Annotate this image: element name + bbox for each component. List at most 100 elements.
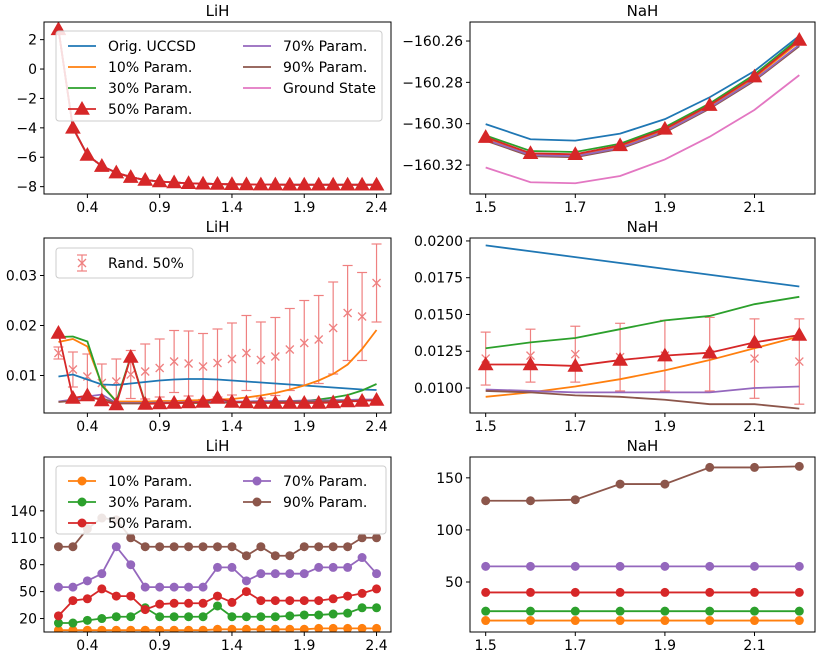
data-point-p50 [612, 137, 628, 152]
x-tick-label: 1.9 [293, 638, 315, 654]
axes-frame [43, 21, 392, 195]
x-tick-label: 1.9 [293, 419, 315, 435]
data-point-p50 [325, 176, 342, 191]
errorbar-mean-point [750, 354, 759, 364]
data-point-p50 [122, 169, 139, 183]
errorbar-mean-point [53, 348, 63, 358]
data-point-p30 [660, 606, 670, 616]
data-point-p70 [357, 553, 367, 563]
data-point-p90 [615, 479, 625, 489]
data-point-p50 [137, 172, 154, 186]
data-point-p10 [314, 623, 324, 632]
data-point-p30 [241, 612, 251, 622]
data-point-p50 [209, 389, 226, 404]
plot-area [53, 513, 382, 632]
y-tick-label: −160.28 [402, 75, 463, 91]
data-point-p30 [97, 614, 107, 624]
errorbar-mean-point [570, 349, 580, 359]
errorbar-mean-point [126, 370, 136, 379]
x-tick-label: 2.4 [365, 419, 387, 435]
legend-label: 50% Param. [108, 102, 192, 118]
data-point-p90 [372, 533, 382, 543]
legend-swatch-marker [252, 476, 262, 486]
series-line-p90 [485, 390, 800, 410]
x-tick-label: 1.7 [564, 638, 586, 654]
data-point-p50 [267, 176, 284, 191]
data-point-p50 [794, 587, 804, 597]
data-point-p70 [82, 576, 92, 586]
errorbar-mean-point [285, 345, 295, 354]
data-point-p50 [241, 587, 251, 597]
data-point-p90 [481, 496, 491, 506]
data-point-p50 [180, 394, 197, 409]
legend-item: 30% Param. [68, 81, 192, 97]
legend-item: 50% Param. [68, 516, 192, 532]
series-line-p50 [485, 39, 800, 156]
data-point-p90 [270, 551, 280, 561]
data-point-p90 [155, 542, 165, 552]
series-line-p70 [485, 385, 800, 394]
data-point-p50 [93, 158, 110, 172]
data-point-p50 [701, 97, 718, 111]
data-point-p10 [155, 625, 165, 632]
data-point-p30 [314, 610, 324, 620]
data-point-p30 [270, 612, 280, 622]
series-line-p50 [485, 334, 800, 367]
data-point-p50 [166, 394, 182, 409]
x-tick-label: 1.5 [475, 419, 497, 435]
series-p50 [477, 327, 808, 372]
y-tick-label: −6 [16, 150, 37, 166]
data-point-p10 [372, 623, 382, 632]
data-point-p70 [241, 576, 251, 586]
data-point-p50 [68, 596, 78, 606]
data-point-p10 [256, 624, 266, 632]
errorbar-mean-point [184, 359, 194, 368]
data-point-p50 [477, 356, 494, 371]
series-line-p30 [485, 37, 800, 153]
errorbar-mean-point [314, 335, 324, 344]
data-point-p90 [328, 542, 338, 552]
data-point-p10 [213, 624, 222, 632]
y-tick-label: 0.0175 [414, 271, 463, 287]
series-p10 [53, 623, 382, 632]
legend: Orig. UCCSD 10% Param. 30% Param. 50% Param… [55, 30, 383, 122]
data-point-p50 [126, 591, 136, 601]
series-p50 [50, 22, 385, 191]
data-point-p90 [525, 496, 535, 506]
data-point-p50 [660, 587, 670, 597]
plot-area [50, 22, 385, 191]
y-tick-label: 0.0125 [414, 344, 463, 360]
data-point-p90 [256, 542, 266, 552]
data-point-p10 [169, 625, 179, 632]
data-point-p50 [525, 587, 535, 597]
series-p90 [481, 461, 804, 506]
data-point-p30 [570, 606, 580, 616]
errorbar-mean-point [256, 355, 266, 365]
x-tick-label: 0.4 [76, 419, 98, 435]
data-point-p50 [612, 352, 628, 366]
axes-frame [43, 456, 392, 633]
legend-label: Ground State [283, 81, 376, 97]
data-point-p50 [256, 596, 266, 606]
data-point-p70 [525, 561, 535, 571]
data-point-p70 [343, 562, 353, 572]
data-point-p30 [299, 610, 309, 620]
panel-title: LiH [206, 218, 230, 236]
data-point-p50 [314, 596, 324, 606]
data-point-p50 [65, 389, 81, 404]
errorbar-mean-point [241, 348, 251, 358]
data-point-p50 [209, 175, 226, 190]
panel-title: NaH [627, 218, 659, 236]
legend-label: Rand. 50% [108, 256, 184, 272]
series-ground [485, 74, 800, 185]
data-point-p10 [328, 623, 338, 632]
data-point-p50 [270, 596, 280, 606]
data-point-p30 [357, 603, 367, 613]
data-point-p50 [253, 394, 269, 409]
data-point-p50 [151, 173, 168, 188]
data-point-p10 [97, 625, 107, 632]
data-point-p50 [343, 591, 353, 601]
data-point-p10 [126, 625, 136, 632]
data-point-p70 [53, 582, 63, 592]
